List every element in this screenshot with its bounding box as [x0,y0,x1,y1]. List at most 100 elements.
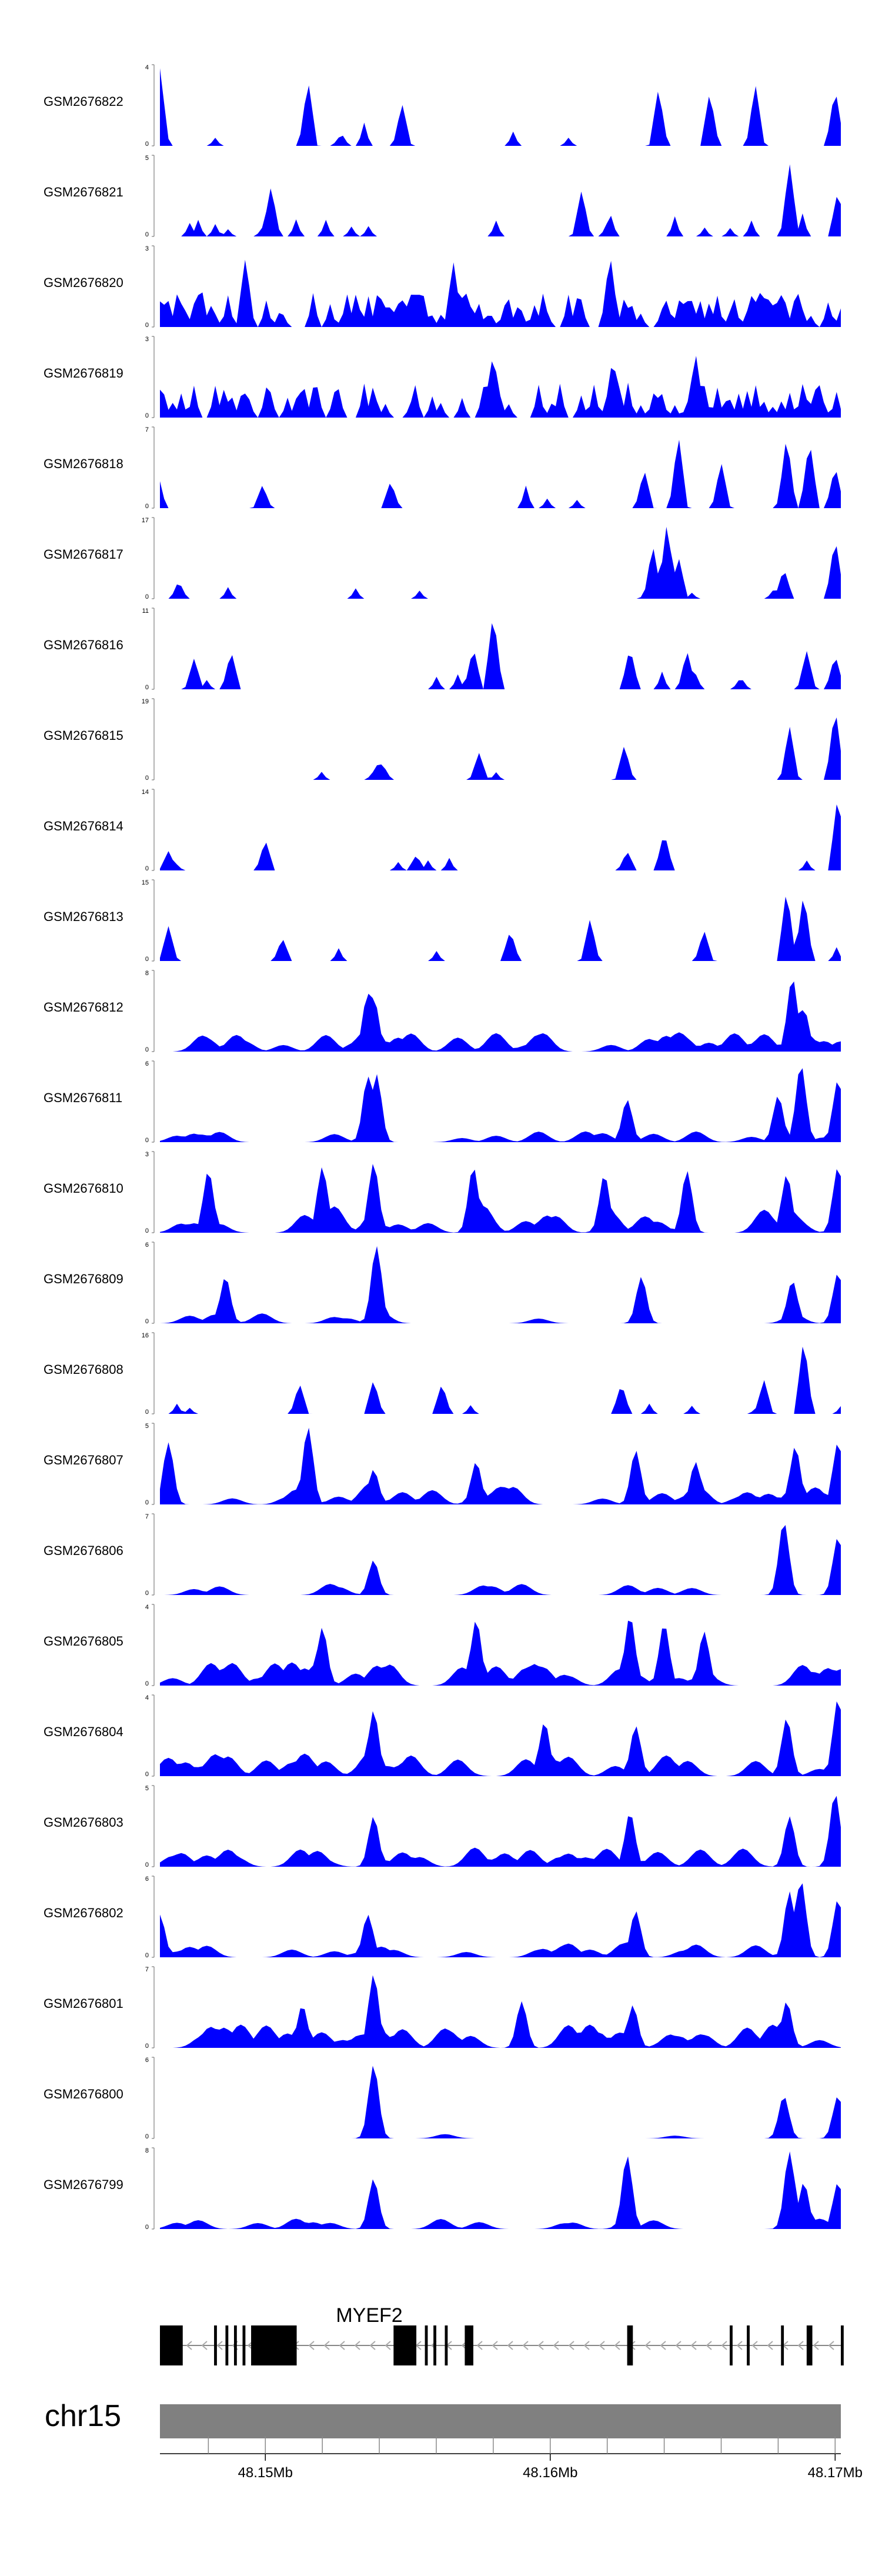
track-ymax-label: 4 [145,64,149,71]
track-name-label: GSM2676802 [44,1906,123,1920]
track-GSM2676815: 19 0 GSM2676815 [44,698,841,782]
strand-arrow [385,2341,391,2350]
track-name-label: GSM2676813 [44,909,123,924]
track-ymax-label: 4 [145,1694,149,1701]
track-name-label: GSM2676809 [44,1272,123,1286]
strand-arrow [507,2341,513,2350]
track-name-label: GSM2676807 [44,1453,123,1467]
track-GSM2676810: 3 0 GSM2676810 [44,1151,841,1234]
track-name-label: GSM2676801 [44,1996,123,2011]
exon [393,2325,417,2365]
track-zero-label: 0 [145,1137,149,1144]
coverage-area [160,1796,841,1867]
track-zero-label: 0 [145,1318,149,1325]
strand-arrow [828,2341,834,2350]
exon [465,2325,473,2365]
track-GSM2676814: 14 0 GSM2676814 [44,789,841,872]
strand-arrow [767,2341,773,2350]
exon [425,2325,428,2365]
track-name-label: GSM2676817 [44,547,123,562]
track-ymax-label: 3 [145,1151,149,1158]
strand-arrow [537,2341,544,2350]
track-GSM2676800: 6 0 GSM2676800 [44,2057,841,2140]
track-name-label: GSM2676800 [44,2087,123,2101]
track-zero-label: 0 [145,1590,149,1597]
track-GSM2676812: 8 0 GSM2676812 [44,970,841,1053]
axis-tick-label: 48.15Mb [238,2465,293,2481]
coverage-area [160,896,841,961]
coverage-area [160,1246,841,1323]
track-ymax-label: 4 [145,1604,149,1611]
track-zero-label: 0 [145,1409,149,1416]
track-zero-label: 0 [145,865,149,872]
strand-arrow [583,2341,590,2350]
strand-arrow [736,2341,743,2350]
axis-tick-label: 48.16Mb [523,2465,577,2481]
track-GSM2676804: 4 0 GSM2676804 [44,1694,841,1778]
track-ymax-label: 8 [145,2147,149,2154]
coverage-area [160,439,841,508]
track-ymax-label: 7 [145,1966,149,1973]
strand-arrow [660,2341,666,2350]
coverage-area [160,1883,841,1957]
strand-arrow [813,2341,819,2350]
track-name-label: GSM2676808 [44,1362,123,1377]
track-zero-label: 0 [145,2224,149,2231]
track-ymax-label: 19 [142,698,149,705]
coverage-area [160,1975,841,2048]
exon [806,2325,813,2365]
chromosome-ideogram-track: chr15 [45,2399,841,2438]
coverage-tracks: 4 0 GSM2676822 5 0 GSM2676821 3 0 GSM2676820 3 0 GS… [44,64,841,2231]
track-zero-label: 0 [145,1227,149,1234]
strand-arrow [323,2341,330,2350]
track-name-label: GSM2676816 [44,638,123,652]
strand-arrow [339,2341,345,2350]
strand-arrow [721,2341,727,2350]
track-zero-label: 0 [145,2133,149,2140]
exon [225,2325,229,2365]
track-name-label: GSM2676821 [44,185,123,199]
strand-arrow [553,2341,559,2350]
coverage-area [160,1346,841,1414]
track-zero-label: 0 [145,412,149,419]
track-GSM2676808: 16 0 GSM2676808 [44,1332,841,1416]
coverage-area [160,2066,841,2138]
track-ymax-label: 6 [145,2057,149,2064]
chromosome-band [160,2404,841,2438]
track-GSM2676820: 3 0 GSM2676820 [44,245,841,329]
track-ymax-label: 3 [145,336,149,343]
strand-arrow [614,2341,620,2350]
strand-arrow [369,2341,376,2350]
track-name-label: GSM2676818 [44,456,123,471]
strand-arrow [476,2341,483,2350]
exon [251,2325,297,2365]
track-ymax-label: 5 [145,155,149,162]
track-ymax-label: 15 [142,879,149,886]
track-zero-label: 0 [145,2043,149,2050]
track-GSM2676819: 3 0 GSM2676819 [44,336,841,419]
track-zero-label: 0 [145,141,149,148]
gene-name-label: MYEF2 [336,2304,402,2327]
gene-model-track: MYEF2 [160,2304,844,2365]
strand-arrow [308,2341,315,2350]
track-zero-label: 0 [145,593,149,600]
coverage-area [160,1701,841,1776]
track-zero-label: 0 [145,1046,149,1053]
exon [627,2325,633,2365]
track-GSM2676803: 5 0 GSM2676803 [44,1785,841,1868]
track-zero-label: 0 [145,1680,149,1687]
strand-arrow [186,2341,192,2350]
strand-arrow [354,2341,360,2350]
coverage-area [160,1620,841,1686]
coverage-area [160,356,841,418]
track-zero-label: 0 [145,1771,149,1778]
coverage-area [160,68,841,146]
track-GSM2676809: 6 0 GSM2676809 [44,1242,841,1325]
track-zero-label: 0 [145,322,149,329]
exon [433,2325,436,2365]
coverage-area [160,981,841,1052]
track-ymax-label: 6 [145,1876,149,1883]
exon [747,2325,750,2365]
coverage-area [160,717,841,780]
exon [160,2325,183,2365]
